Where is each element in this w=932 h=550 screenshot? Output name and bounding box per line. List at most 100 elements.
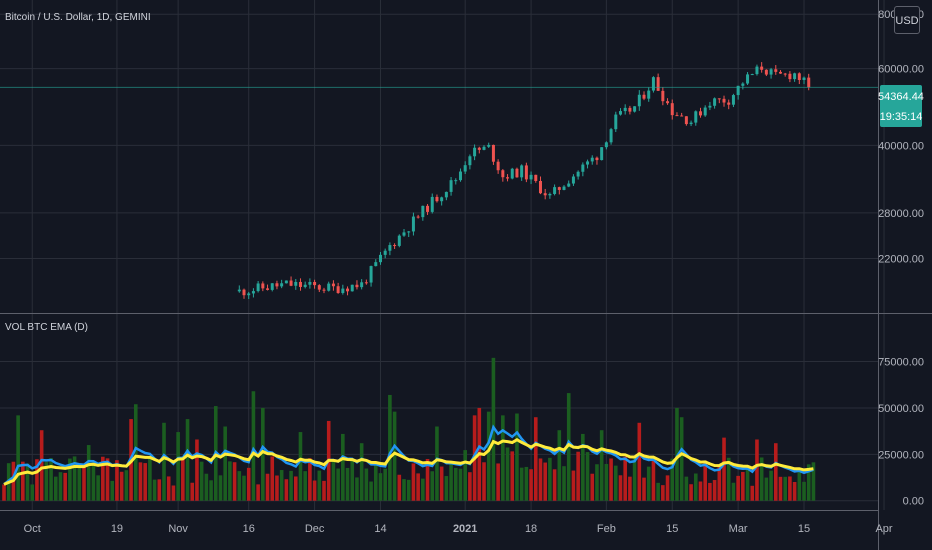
candle-body[interactable]	[623, 107, 627, 112]
volume-bar[interactable]	[533, 417, 538, 501]
volume-bar[interactable]	[91, 461, 96, 501]
candle-body[interactable]	[303, 284, 307, 287]
volume-bar[interactable]	[35, 459, 39, 501]
candle-body[interactable]	[473, 147, 477, 157]
volume-bar[interactable]	[336, 468, 340, 501]
volume-bar[interactable]	[468, 472, 472, 501]
volume-bar[interactable]	[44, 461, 49, 501]
volume-bar[interactable]	[237, 471, 242, 501]
volume-bar[interactable]	[369, 481, 373, 501]
volume-bar[interactable]	[246, 467, 251, 501]
candle-body[interactable]	[647, 90, 651, 99]
candle-body[interactable]	[590, 157, 594, 162]
candle-body[interactable]	[458, 171, 462, 181]
volume-bar[interactable]	[101, 456, 105, 501]
volume-bar[interactable]	[265, 473, 270, 501]
volume-bar[interactable]	[364, 468, 369, 501]
candle-body[interactable]	[350, 284, 354, 292]
volume-bar[interactable]	[562, 466, 566, 501]
candle-body[interactable]	[501, 170, 505, 178]
volume-bar[interactable]	[303, 471, 307, 501]
volume-bars[interactable]	[2, 357, 816, 501]
candle-body[interactable]	[487, 144, 491, 147]
candle-body[interactable]	[576, 171, 580, 177]
volume-bar[interactable]	[604, 463, 609, 501]
volume-bar[interactable]	[49, 458, 53, 501]
volume-bar[interactable]	[703, 460, 707, 501]
volume-bar[interactable]	[505, 447, 510, 501]
volume-bar[interactable]	[524, 466, 529, 501]
volume-bar[interactable]	[16, 415, 20, 501]
volume-bar[interactable]	[576, 451, 580, 501]
volume-scale[interactable]: 75000.00 50000.00 25000.00 0.00	[878, 357, 924, 508]
candle-body[interactable]	[755, 66, 759, 75]
volume-bar[interactable]	[496, 463, 500, 501]
volume-bar[interactable]	[383, 468, 387, 501]
candle-body[interactable]	[237, 289, 241, 292]
volume-bar[interactable]	[345, 467, 350, 501]
candle-body[interactable]	[586, 161, 590, 165]
candle-body[interactable]	[275, 283, 279, 287]
candle-body[interactable]	[793, 73, 797, 80]
candle-body[interactable]	[454, 180, 458, 182]
candle-body[interactable]	[374, 262, 378, 267]
candle-body[interactable]	[369, 266, 373, 283]
candle-body[interactable]	[637, 94, 641, 107]
volume-bar[interactable]	[566, 393, 571, 501]
candle-body[interactable]	[633, 106, 637, 112]
candle-body[interactable]	[341, 288, 345, 293]
volume-bar[interactable]	[571, 470, 576, 501]
volume-bar[interactable]	[124, 470, 129, 501]
volume-bar[interactable]	[261, 407, 265, 501]
volume-bar[interactable]	[270, 456, 275, 501]
volume-bar[interactable]	[778, 476, 783, 501]
volume-bar[interactable]	[788, 476, 792, 501]
volume-bar[interactable]	[665, 475, 670, 501]
volume-bar[interactable]	[548, 457, 552, 501]
candle-body[interactable]	[557, 187, 561, 190]
volume-bar[interactable]	[322, 480, 326, 501]
candle-body[interactable]	[280, 283, 284, 287]
volume-bar[interactable]	[439, 466, 444, 501]
candle-body[interactable]	[746, 74, 750, 84]
volume-bar[interactable]	[105, 458, 110, 501]
volume-bar[interactable]	[185, 419, 190, 501]
volume-bar[interactable]	[741, 471, 745, 501]
volume-bar[interactable]	[256, 484, 260, 501]
candle-body[interactable]	[604, 142, 608, 148]
candle-body[interactable]	[571, 176, 575, 184]
candle-body[interactable]	[797, 73, 801, 80]
volume-bar[interactable]	[373, 463, 378, 501]
volume-bar[interactable]	[359, 443, 364, 501]
volume-bar[interactable]	[232, 462, 237, 501]
volume-bar[interactable]	[204, 473, 209, 501]
volume-bar[interactable]	[435, 426, 439, 501]
candle-body[interactable]	[336, 286, 340, 293]
volume-bar[interactable]	[590, 473, 595, 501]
volume-bar[interactable]	[430, 471, 435, 501]
volume-bar[interactable]	[317, 470, 322, 501]
candle-body[interactable]	[317, 285, 321, 290]
candle-body[interactable]	[322, 289, 326, 291]
volume-bar[interactable]	[599, 430, 604, 501]
volume-bar[interactable]	[209, 480, 213, 501]
volume-bar[interactable]	[811, 462, 816, 501]
volume-bar[interactable]	[275, 475, 279, 501]
candle-body[interactable]	[675, 115, 679, 117]
volume-bar[interactable]	[402, 479, 406, 501]
candle-body[interactable]	[393, 245, 397, 247]
candle-body[interactable]	[515, 168, 519, 178]
candle-body[interactable]	[449, 180, 453, 192]
candle-body[interactable]	[618, 111, 622, 115]
candle-body[interactable]	[717, 98, 721, 100]
volume-bar[interactable]	[30, 484, 35, 501]
volume-bar[interactable]	[312, 480, 317, 501]
candle-body[interactable]	[477, 147, 481, 150]
volume-bar[interactable]	[646, 466, 651, 501]
volume-bar[interactable]	[397, 474, 402, 501]
volume-bar[interactable]	[251, 391, 256, 501]
volume-bar[interactable]	[96, 475, 100, 501]
volume-bar[interactable]	[693, 473, 698, 501]
volume-bar[interactable]	[501, 415, 505, 501]
volume-bar[interactable]	[750, 485, 755, 501]
